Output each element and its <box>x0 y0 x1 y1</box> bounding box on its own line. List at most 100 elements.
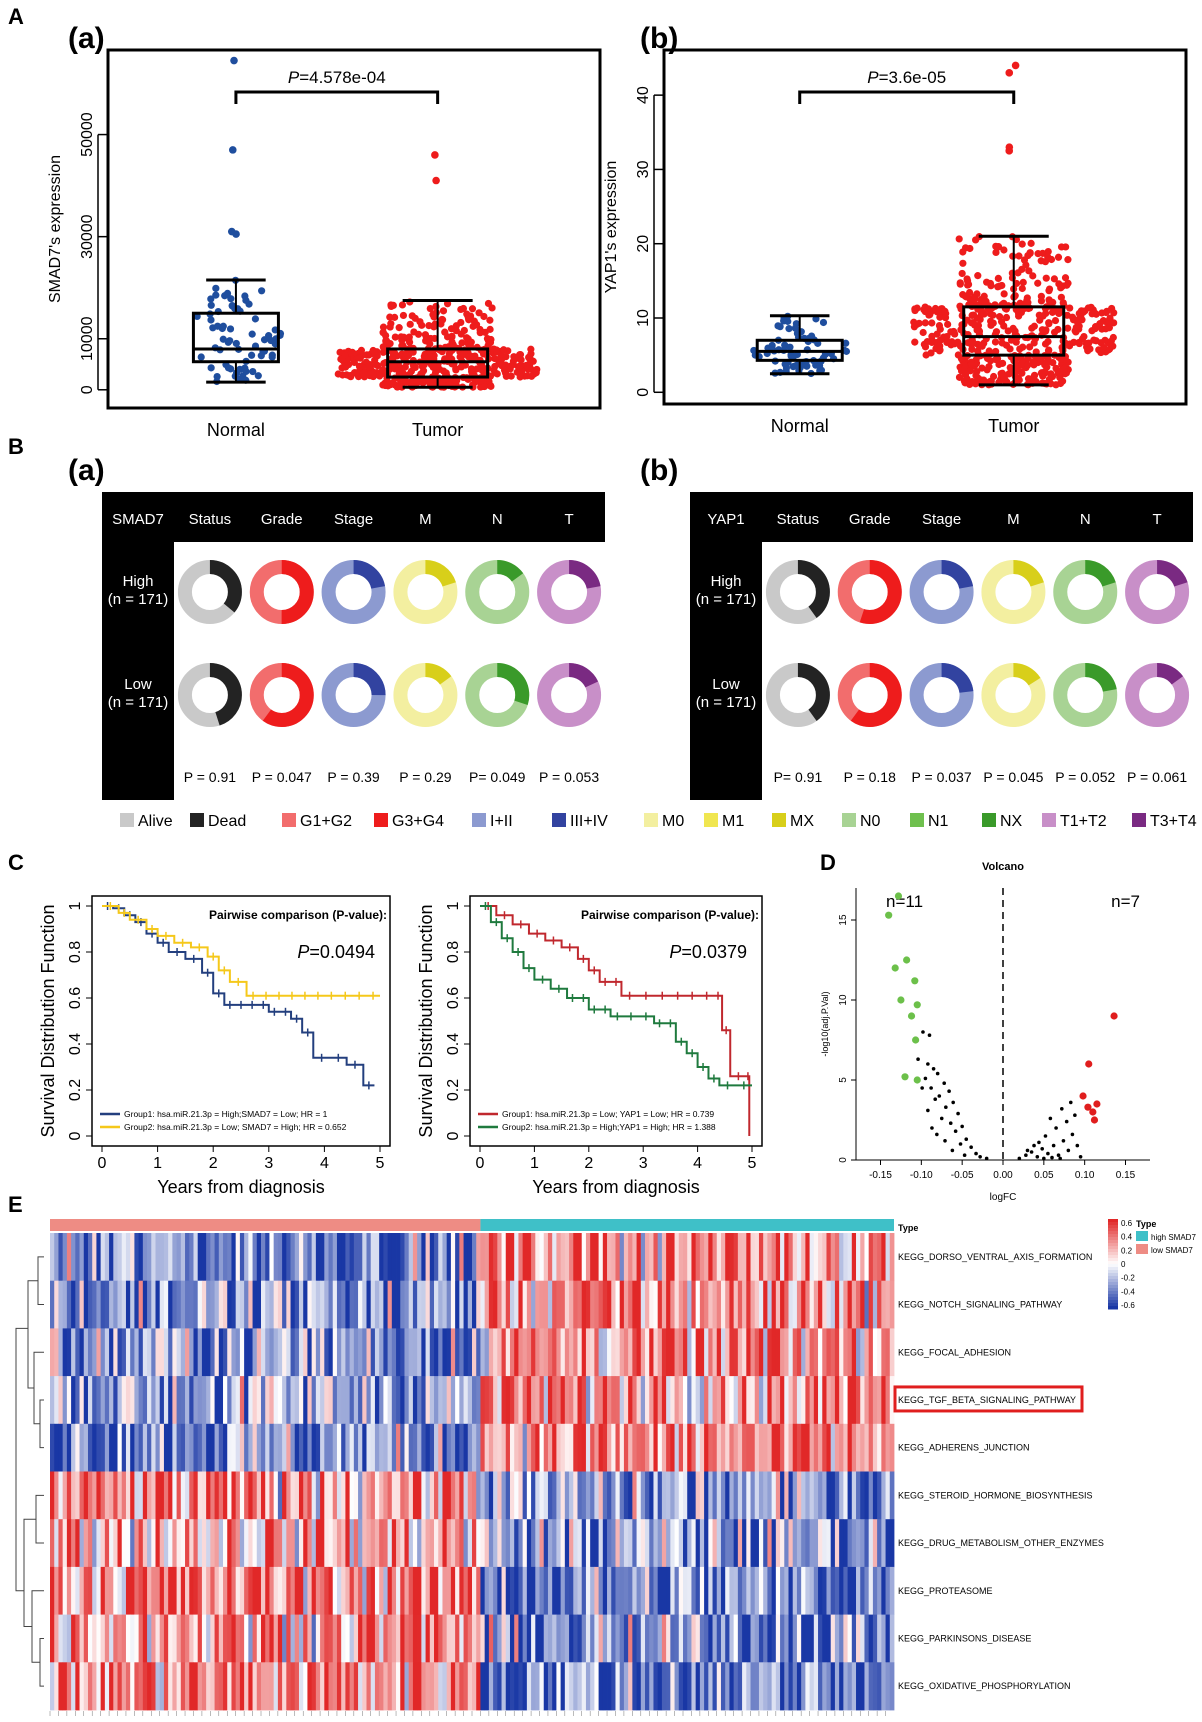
heatmap-cell <box>792 1471 798 1520</box>
heatmap-cell <box>560 1566 566 1615</box>
heatmap-cell <box>62 1471 68 1520</box>
heatmap-cell <box>83 1614 89 1663</box>
heatmap-cell <box>497 1233 502 1282</box>
y-tick-label: 10000 <box>79 316 96 361</box>
heatmap-cell <box>151 1471 156 1520</box>
heatmap-cell <box>273 1328 279 1377</box>
heatmap-cell <box>552 1662 557 1711</box>
data-point <box>213 322 222 330</box>
heatmap-cell <box>96 1423 102 1472</box>
data-point <box>375 372 384 380</box>
heatmap-cell <box>294 1423 300 1472</box>
heatmap-cell <box>683 1566 688 1615</box>
heatmap-cell <box>185 1376 190 1425</box>
heatmap-cell <box>577 1662 583 1711</box>
heatmap-cell <box>514 1376 519 1425</box>
color-scale-step <box>1108 1294 1118 1298</box>
heatmap-cell <box>843 1376 848 1425</box>
heatmap-cell <box>71 1233 76 1282</box>
heatmap-cell <box>345 1376 351 1425</box>
heatmap-cell <box>239 1662 245 1711</box>
heatmap-cell <box>847 1328 853 1377</box>
heatmap-cell <box>636 1423 642 1472</box>
heatmap-cell <box>877 1662 882 1711</box>
color-scale-step <box>1108 1240 1118 1244</box>
heatmap-cell <box>813 1280 819 1329</box>
data-point <box>524 365 532 373</box>
heatmap-cell <box>336 1280 342 1329</box>
heatmap-cell <box>151 1423 156 1472</box>
heatmap-cell <box>197 1423 203 1472</box>
heatmap-cell <box>687 1614 692 1663</box>
heatmap-cell <box>666 1519 671 1568</box>
heatmap-cell <box>277 1233 283 1282</box>
y-tick-label: 0.4 <box>445 1033 462 1055</box>
heatmap-cell <box>391 1328 397 1377</box>
heatmap-cell <box>455 1471 460 1520</box>
volcano-point-ns <box>951 1100 955 1105</box>
data-point <box>515 363 523 371</box>
x-category-label: Tumor <box>988 416 1039 436</box>
x-tick-label: 2 <box>584 1155 593 1172</box>
heatmap-cell <box>691 1614 697 1663</box>
volcano-point-down <box>907 1012 916 1020</box>
data-point <box>934 308 942 316</box>
heatmap-cell <box>151 1662 156 1711</box>
volcano-point-up <box>1085 1060 1093 1068</box>
heatmap-cell <box>336 1566 342 1615</box>
heatmap-cell <box>311 1662 317 1711</box>
data-point <box>1024 251 1032 260</box>
heatmap-cell <box>792 1519 798 1568</box>
heatmap-cell <box>298 1519 304 1568</box>
heatmap-cell <box>109 1328 114 1377</box>
heatmap-cell <box>235 1471 241 1520</box>
heatmap-cell <box>889 1614 895 1663</box>
heatmap-cell <box>324 1233 329 1282</box>
heatmap-cell <box>484 1519 490 1568</box>
heatmap-cell <box>256 1614 262 1663</box>
heatmap-cell <box>294 1662 300 1711</box>
table-body <box>174 542 605 800</box>
heatmap-cell <box>885 1423 891 1472</box>
heatmap-cell <box>256 1280 262 1329</box>
row-count: (n = 171) <box>696 694 756 711</box>
heatmap-cell <box>349 1519 355 1568</box>
legend-label: M1 <box>722 813 744 830</box>
heatmap-cell <box>796 1566 802 1615</box>
heatmap-cell <box>294 1280 300 1329</box>
heatmap-cell <box>261 1328 266 1377</box>
heatmap-cell <box>324 1614 329 1663</box>
data-point <box>426 304 434 313</box>
heatmap-cell <box>374 1662 380 1711</box>
legend-swatch <box>282 813 296 827</box>
data-point <box>448 332 456 340</box>
heatmap-cell <box>206 1328 211 1377</box>
heatmap-cell <box>265 1328 270 1377</box>
heatmap-cell <box>607 1519 612 1568</box>
heatmap-cell <box>509 1423 515 1472</box>
heatmap-cell <box>547 1566 553 1615</box>
heatmap-cell <box>341 1566 346 1615</box>
p-value-label: P = 0.91 <box>184 769 237 785</box>
volcano-point-up <box>1090 1116 1099 1124</box>
volcano-point-ns <box>935 1132 939 1137</box>
data-point <box>449 341 457 349</box>
heatmap-cell <box>775 1614 781 1663</box>
y-tick-label: 0.8 <box>445 941 462 963</box>
heatmap-cell <box>298 1471 304 1520</box>
heatmap-cell <box>720 1614 726 1663</box>
heatmap-cell <box>670 1328 675 1377</box>
heatmap-cell <box>877 1233 882 1282</box>
heatmap-cell <box>345 1233 351 1282</box>
heatmap-cell <box>362 1471 367 1520</box>
heatmap-cell <box>813 1614 819 1663</box>
heatmap-cell <box>737 1280 743 1329</box>
heatmap-cell <box>552 1376 557 1425</box>
data-point <box>911 338 919 346</box>
heatmap-cell <box>463 1566 469 1615</box>
heatmap-cell <box>535 1376 540 1425</box>
heatmap-cell <box>758 1662 764 1711</box>
heatmap-cell <box>185 1280 190 1329</box>
heatmap-cell <box>699 1280 705 1329</box>
heatmap-cell <box>273 1280 279 1329</box>
